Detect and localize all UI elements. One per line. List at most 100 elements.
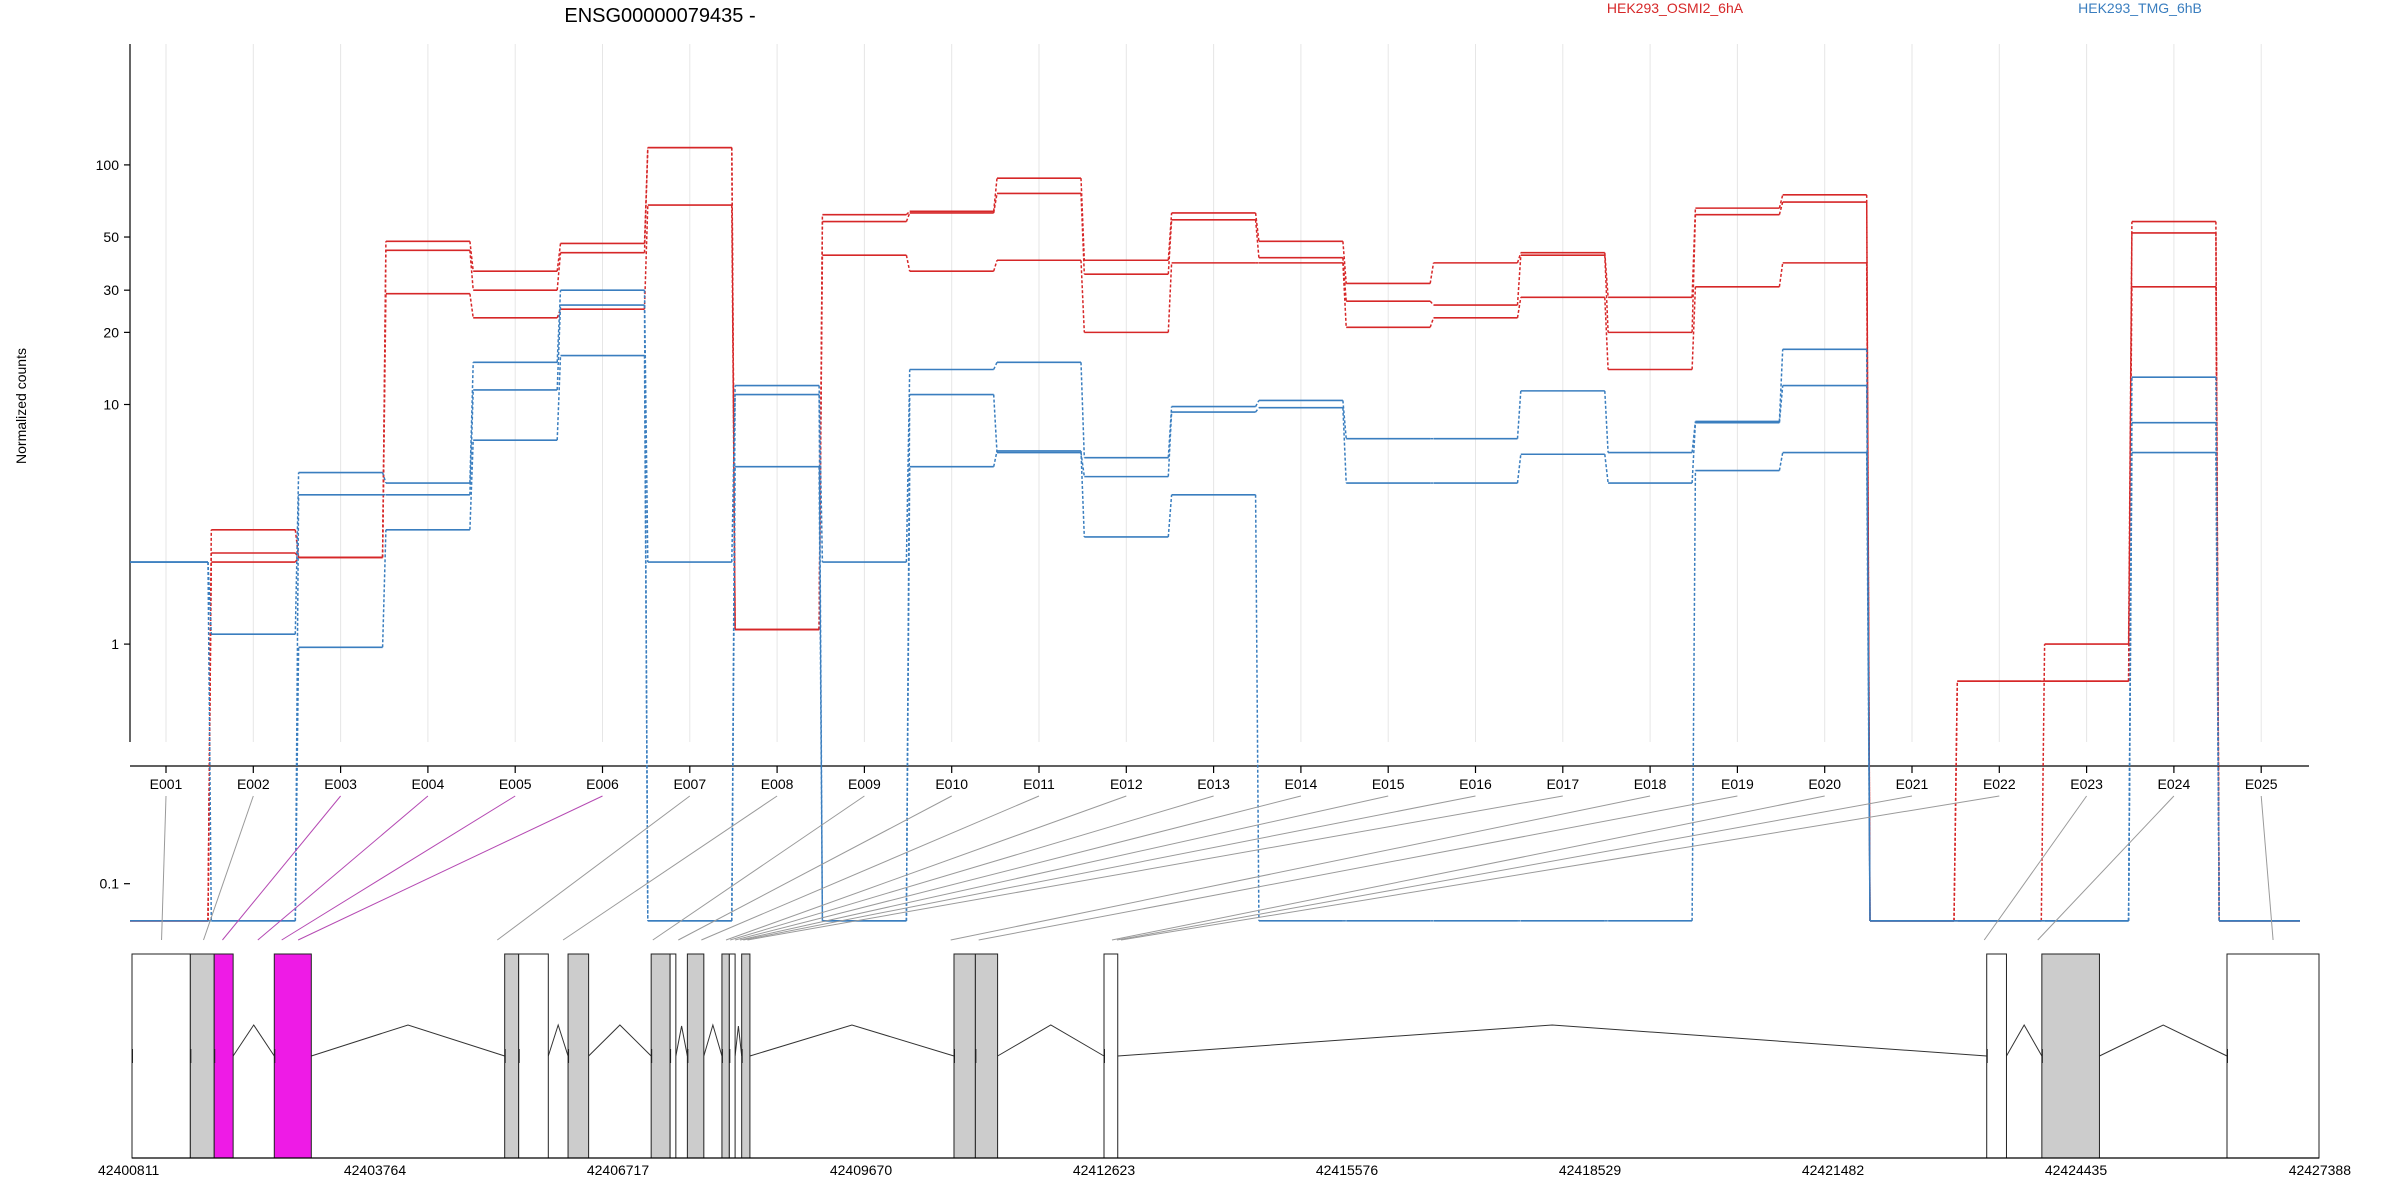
data-transition bbox=[731, 205, 736, 630]
x-tick-label: E024 bbox=[2158, 776, 2191, 792]
exon-connector bbox=[701, 795, 1040, 941]
data-transition bbox=[1255, 407, 1260, 413]
data-transition bbox=[1254, 219, 1260, 258]
x-tick-label: E012 bbox=[1110, 776, 1143, 792]
intron-line bbox=[547, 1023, 569, 1057]
data-transition bbox=[1342, 400, 1347, 439]
exon-connector bbox=[725, 795, 1127, 941]
exon-connector bbox=[1116, 795, 1913, 941]
coordinate-tick-label: 42406717 bbox=[587, 1162, 650, 1178]
exon-connector bbox=[743, 795, 1476, 941]
data-transition bbox=[1691, 422, 1697, 484]
data-transition bbox=[1254, 494, 1260, 921]
series-lines bbox=[130, 146, 2300, 922]
coordinate-tick-label: 42421482 bbox=[1802, 1162, 1865, 1178]
series-line bbox=[130, 304, 2300, 922]
exon-connector bbox=[562, 795, 778, 941]
exon-connector bbox=[2260, 795, 2274, 941]
exon-block bbox=[2041, 953, 2100, 1159]
intron-line bbox=[2099, 1024, 2228, 1057]
intron-line bbox=[749, 1024, 955, 1057]
data-transition bbox=[1516, 390, 1522, 439]
exon-block bbox=[650, 953, 671, 1159]
x-tick-label: E007 bbox=[673, 776, 706, 792]
x-tick-label: E013 bbox=[1197, 776, 1230, 792]
data-transition bbox=[992, 450, 998, 467]
data-transition bbox=[1604, 390, 1609, 453]
data-transition bbox=[556, 305, 562, 390]
exon-connector bbox=[730, 795, 1214, 941]
exon-block bbox=[1103, 953, 1119, 1159]
data-transition bbox=[1691, 214, 1697, 333]
data-transition bbox=[1167, 262, 1173, 333]
exon-connector bbox=[1111, 795, 1825, 941]
exon-block bbox=[686, 953, 705, 1159]
data-transition bbox=[1342, 262, 1347, 328]
x-tick-label: E008 bbox=[761, 776, 794, 792]
chart-title: ENSG00000079435 - bbox=[564, 5, 755, 27]
data-transition bbox=[1167, 494, 1173, 538]
data-transition bbox=[818, 466, 824, 921]
intron-line bbox=[2006, 1023, 2043, 1057]
data-transition bbox=[1953, 681, 1959, 921]
data-transition bbox=[1516, 255, 1522, 306]
x-tick-label: E003 bbox=[324, 776, 357, 792]
series-line bbox=[130, 289, 2300, 922]
exon-block bbox=[189, 953, 215, 1159]
exon-block bbox=[567, 953, 590, 1159]
data-transition bbox=[1167, 212, 1173, 261]
data-transition bbox=[1080, 362, 1086, 458]
x-tick-label: E001 bbox=[150, 776, 183, 792]
exon-connector bbox=[257, 795, 429, 941]
data-transition bbox=[294, 552, 300, 558]
y-tick-label: 20 bbox=[103, 324, 119, 340]
data-transition bbox=[1604, 255, 1609, 333]
gene-model bbox=[131, 953, 2320, 1159]
data-transition bbox=[1080, 452, 1086, 477]
data-transition bbox=[1080, 193, 1086, 275]
data-transition bbox=[294, 472, 300, 635]
coordinate-tick-label: 42424435 bbox=[2045, 1162, 2108, 1178]
data-transition bbox=[556, 290, 562, 363]
data-transition bbox=[2040, 644, 2046, 921]
data-transition bbox=[992, 260, 998, 272]
data-transition bbox=[1778, 452, 1784, 471]
data-transition bbox=[1865, 452, 1871, 921]
x-tick-label: E021 bbox=[1896, 776, 1929, 792]
exon-block bbox=[741, 953, 751, 1159]
exon-connector bbox=[496, 795, 691, 941]
data-transition bbox=[469, 250, 474, 291]
y-axis-label: Normalized counts bbox=[13, 348, 29, 464]
data-transition bbox=[731, 466, 736, 921]
data-transition bbox=[1691, 470, 1697, 921]
data-transition bbox=[1167, 219, 1173, 275]
y-tick-label: 100 bbox=[96, 157, 120, 173]
data-transition bbox=[905, 210, 911, 216]
exon-connector bbox=[734, 795, 1302, 941]
exon-connector bbox=[281, 795, 516, 941]
data-transition bbox=[556, 252, 562, 291]
x-tick-label: E020 bbox=[1808, 776, 1841, 792]
data-transition bbox=[207, 562, 213, 921]
exon-connector bbox=[161, 795, 167, 941]
data-transition bbox=[1342, 407, 1347, 484]
coordinate-tick-label: 42415576 bbox=[1316, 1162, 1379, 1178]
intron-line bbox=[588, 1024, 652, 1057]
exon-connector bbox=[678, 795, 952, 941]
data-transition bbox=[294, 556, 300, 563]
y-tick-label: 1 bbox=[111, 636, 119, 652]
data-transition bbox=[993, 361, 998, 370]
x-tick-label: E022 bbox=[1983, 776, 2016, 792]
x-tick-label: E015 bbox=[1372, 776, 1405, 792]
exon-connector bbox=[652, 795, 865, 941]
data-transition bbox=[1604, 454, 1609, 484]
data-transition bbox=[643, 355, 649, 921]
x-tick-label: E005 bbox=[499, 776, 532, 792]
data-transition bbox=[1080, 260, 1086, 333]
data-transition bbox=[2127, 452, 2133, 921]
y-tick-label: 10 bbox=[103, 397, 119, 413]
x-tick-label: E009 bbox=[848, 776, 881, 792]
data-transition bbox=[1254, 400, 1260, 407]
intron-line bbox=[997, 1024, 1105, 1057]
